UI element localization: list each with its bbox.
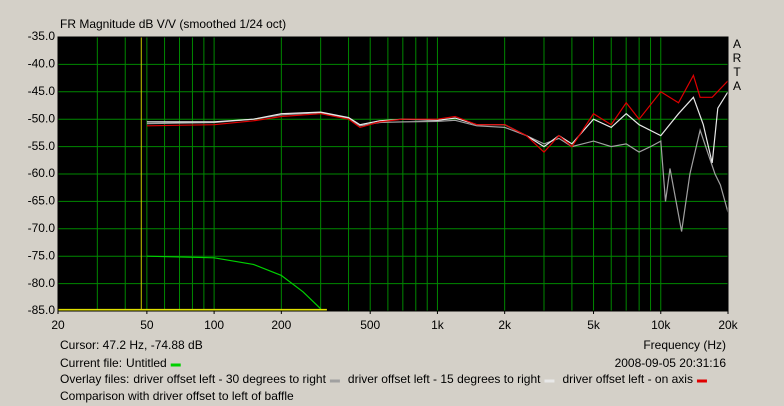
y-tick-label: -45.0 xyxy=(28,84,56,98)
legend-label: driver offset left - 15 degrees to right xyxy=(348,372,541,386)
y-tick-label: -40.0 xyxy=(28,57,56,71)
cursor-readout: Cursor: 47.2 Hz, -74.88 dB xyxy=(60,338,203,352)
x-axis-label: Frequency (Hz) xyxy=(643,338,726,352)
x-tick-label: 20k xyxy=(718,318,738,332)
legend-label: Untitled xyxy=(126,356,167,370)
series-line xyxy=(146,73,728,153)
y-tick-label: -65.0 xyxy=(28,194,56,208)
x-tick-label: 5k xyxy=(587,318,601,332)
overlay-label: Overlay files: xyxy=(60,372,129,386)
comment: Comparison with driver offset to left of… xyxy=(60,389,294,403)
brand-letter: R xyxy=(733,51,742,65)
timestamp: 2008-09-05 20:31:16 xyxy=(615,356,727,370)
y-tick-label: -80.0 xyxy=(28,276,56,290)
y-tick-label: -35.0 xyxy=(28,29,56,43)
plot-lines xyxy=(58,37,728,311)
chart-title: FR Magnitude dB V/V (smoothed 1/24 oct) xyxy=(60,17,286,31)
x-tick-label: 500 xyxy=(360,318,380,332)
brand-letter: A xyxy=(733,37,741,51)
y-tick-label: -60.0 xyxy=(28,166,56,180)
x-tick-label: 100 xyxy=(204,318,224,332)
y-tick-label: -50.0 xyxy=(28,111,56,125)
legend-label: driver offset left - 30 degrees to right xyxy=(133,372,326,386)
x-tick-label: 200 xyxy=(271,318,291,332)
x-tick-label: 1k xyxy=(431,318,445,332)
y-tick-label: -70.0 xyxy=(28,221,56,235)
y-tick-label: -75.0 xyxy=(28,248,56,262)
x-tick-label: 2k xyxy=(498,318,512,332)
x-tick-label: 50 xyxy=(140,318,154,332)
current-file-label: Current file: xyxy=(60,356,122,370)
y-tick-label: -85.0 xyxy=(28,303,56,317)
y-tick-label: -55.0 xyxy=(28,139,56,153)
brand-letter: A xyxy=(733,79,741,93)
plot-border xyxy=(57,36,729,312)
legend-label: driver offset left - on axis xyxy=(562,372,693,386)
series-line xyxy=(146,91,728,164)
brand-letter: T xyxy=(733,65,741,79)
x-tick-label: 10k xyxy=(651,318,671,332)
series-line xyxy=(146,255,322,310)
x-tick-label: 20 xyxy=(51,318,65,332)
